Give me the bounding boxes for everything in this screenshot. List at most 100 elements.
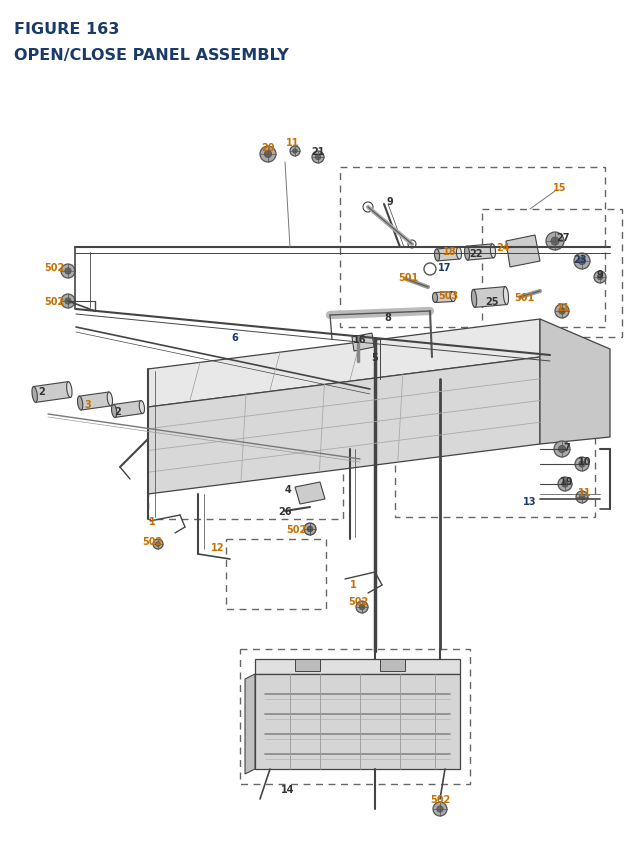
Ellipse shape [451,292,456,302]
Circle shape [292,150,297,154]
Polygon shape [540,319,610,444]
Ellipse shape [456,248,461,260]
Bar [340,168,605,328]
Circle shape [437,806,443,812]
Ellipse shape [67,382,72,398]
Ellipse shape [503,288,509,305]
Circle shape [575,457,589,472]
Text: 1: 1 [148,517,156,526]
Ellipse shape [77,397,83,411]
Text: 22: 22 [469,249,483,258]
Text: 10: 10 [579,456,592,467]
Text: 21: 21 [311,147,324,157]
Ellipse shape [490,245,495,258]
Text: 19: 19 [560,476,573,486]
Bar [226,539,326,610]
Circle shape [260,147,276,163]
Text: 11: 11 [557,303,571,313]
Text: 11: 11 [286,138,300,148]
Bar [148,369,343,519]
Text: 9: 9 [596,269,604,280]
Text: 501: 501 [514,293,534,303]
Text: OPEN/CLOSE PANEL ASSEMBLY: OPEN/CLOSE PANEL ASSEMBLY [14,48,289,63]
Text: 2: 2 [38,387,45,397]
Ellipse shape [435,250,440,262]
Ellipse shape [32,387,37,403]
Text: 25: 25 [485,297,499,307]
Text: 15: 15 [553,183,567,193]
Text: 12: 12 [211,542,225,553]
Text: 27: 27 [556,232,570,243]
Circle shape [433,802,447,816]
Text: 24: 24 [496,243,509,253]
Text: 3: 3 [84,400,92,410]
Bar [380,660,405,672]
Ellipse shape [111,405,116,418]
Circle shape [290,147,300,157]
Text: 7: 7 [564,443,570,453]
Circle shape [559,308,565,315]
Text: 2: 2 [115,406,122,417]
Circle shape [264,152,271,158]
Circle shape [359,604,365,610]
Circle shape [304,523,316,536]
Bar [79,393,111,411]
Circle shape [558,478,572,492]
Text: FIGURE 163: FIGURE 163 [14,22,120,37]
Text: 503: 503 [438,291,458,300]
Circle shape [594,272,606,283]
Circle shape [546,232,564,251]
Circle shape [576,492,588,504]
Circle shape [356,601,368,613]
Ellipse shape [140,401,145,414]
Circle shape [562,481,568,487]
Ellipse shape [472,290,477,308]
Circle shape [597,275,603,281]
Circle shape [579,258,586,265]
Circle shape [554,442,570,457]
Polygon shape [352,333,374,351]
Text: 502: 502 [430,794,450,804]
Bar [33,382,70,403]
Circle shape [61,264,75,279]
Text: 20: 20 [261,143,275,152]
Circle shape [579,495,585,500]
Text: 502: 502 [44,297,64,307]
Circle shape [574,254,590,269]
Text: 8: 8 [385,313,392,323]
Ellipse shape [465,247,470,261]
Circle shape [316,155,321,160]
Text: 23: 23 [573,255,587,264]
Circle shape [153,539,163,549]
Circle shape [156,542,160,547]
Bar [473,288,507,308]
Text: 502: 502 [286,524,306,535]
Ellipse shape [433,293,438,303]
Polygon shape [295,482,325,505]
Bar [436,248,460,262]
Text: 18: 18 [443,247,457,257]
Polygon shape [148,357,540,494]
Text: 502: 502 [44,263,64,273]
Circle shape [579,461,585,468]
Circle shape [312,152,324,164]
Text: 26: 26 [278,506,292,517]
Text: 502: 502 [142,536,162,547]
Text: 502: 502 [348,597,368,606]
Circle shape [555,305,569,319]
Text: 6: 6 [232,332,238,343]
Text: 11: 11 [579,487,592,498]
Polygon shape [255,674,460,769]
Bar [113,401,143,418]
Text: 1: 1 [349,579,356,589]
Text: 16: 16 [353,335,367,344]
Circle shape [65,299,71,305]
Circle shape [307,527,313,532]
Bar [482,210,622,338]
Circle shape [551,238,559,245]
Text: 17: 17 [438,263,452,273]
Polygon shape [506,236,540,268]
Text: 14: 14 [281,784,295,794]
Circle shape [558,446,566,453]
Bar [435,292,453,303]
